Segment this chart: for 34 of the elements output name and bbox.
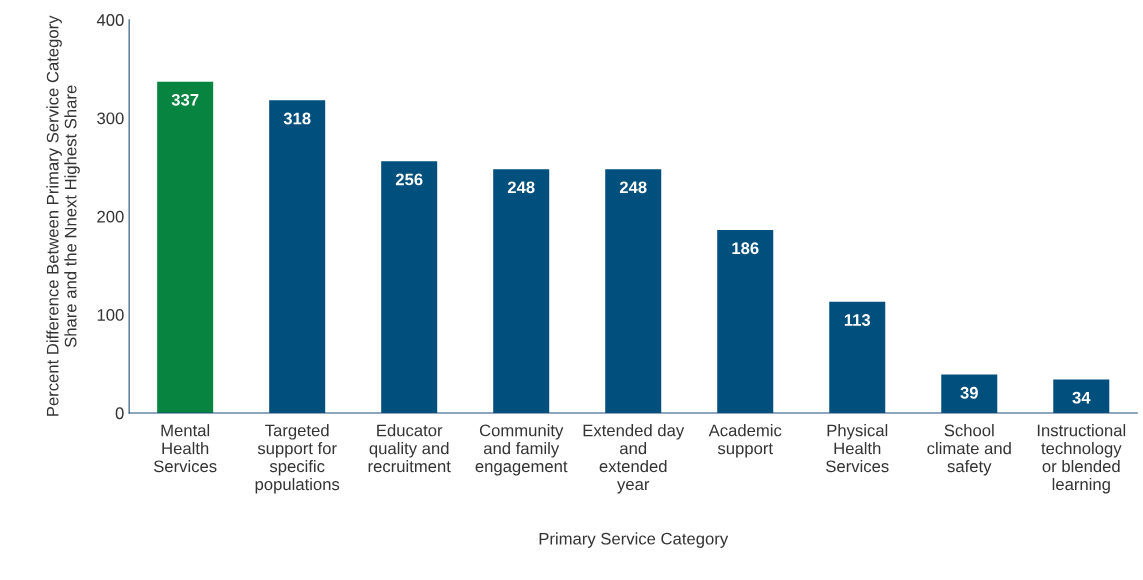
bar (829, 301, 886, 413)
data-label: 248 (619, 181, 647, 194)
x-tick-label: Educator quality and recruitment (368, 424, 451, 473)
y-tick-label: 200 (97, 210, 124, 223)
y-tick-label: 400 (96, 14, 124, 26)
data-label: 337 (171, 93, 199, 106)
x-tick-label: Academic support (708, 424, 782, 458)
data-label: 186 (732, 242, 759, 255)
bar (381, 161, 438, 413)
x-tick-label: Community and family engagement (475, 424, 568, 476)
x-tick-label: Instructional technology or blended learning (1037, 424, 1126, 494)
bar (157, 81, 214, 413)
data-label: 318 (283, 112, 311, 125)
x-tick-label: School climate and safety (927, 424, 1011, 476)
x-tick-label: Mental Health Services (153, 424, 217, 473)
bar (717, 230, 774, 413)
data-label: 256 (395, 173, 423, 186)
data-label: 113 (844, 314, 871, 326)
data-label: 39 (960, 386, 978, 399)
x-axis-title: Primary Service Category (539, 532, 729, 548)
bar (493, 169, 550, 413)
data-label: 248 (507, 181, 535, 194)
x-tick-label: Extended day and extended year (583, 424, 685, 494)
x-tick-label: Physical Health Services (826, 424, 889, 473)
y-axis-title: Percent Difference Between Primary Service Category Share and the Nnext Highest Share (46, 15, 80, 416)
bar (1053, 379, 1110, 413)
data-label: 34 (1072, 391, 1091, 404)
y-tick-label: 300 (97, 112, 124, 125)
bar (269, 100, 326, 413)
y-tick-label: 0 (115, 407, 124, 420)
bar (605, 169, 662, 413)
y-tick-label: 100 (97, 309, 124, 321)
x-tick-label: Targeted support for specific populations (255, 424, 340, 494)
bar (941, 374, 998, 413)
